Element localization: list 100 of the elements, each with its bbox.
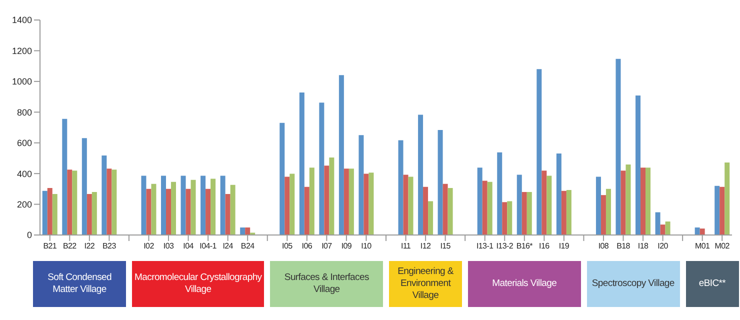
bar — [477, 168, 482, 235]
bar — [665, 221, 670, 235]
x-tick-label: B23 — [102, 242, 117, 251]
bar — [290, 174, 295, 235]
x-tick-label: I08 — [598, 242, 610, 251]
y-tick-label: 0 — [26, 230, 32, 240]
bar — [161, 176, 166, 235]
bar — [442, 184, 448, 235]
bar — [606, 188, 611, 235]
bar — [220, 176, 226, 235]
bar — [348, 168, 354, 235]
bar — [190, 180, 196, 235]
bar — [700, 228, 705, 235]
x-tick-label: M02 — [714, 242, 730, 251]
x-tick-label: I13-2 — [496, 242, 514, 251]
y-tick-label: 200 — [16, 199, 32, 210]
bar — [497, 152, 502, 235]
bar — [556, 153, 562, 235]
x-tick-label: I12 — [420, 242, 432, 251]
x-tick-label: I11 — [400, 242, 412, 251]
y-tick-label: 1000 — [12, 76, 32, 87]
bar — [47, 188, 52, 235]
x-tick-label: B18 — [616, 242, 631, 251]
bar — [141, 176, 146, 235]
x-tick-label: I18 — [638, 242, 649, 251]
x-tick-label: I20 — [658, 242, 669, 251]
bar — [720, 186, 725, 235]
bar — [526, 192, 532, 235]
bar — [62, 118, 68, 235]
bar — [206, 188, 211, 235]
text: eBIC** — [686, 261, 739, 307]
x-tick-label: I06 — [302, 242, 313, 251]
bar — [92, 192, 97, 235]
bar — [151, 184, 156, 235]
x-tick-label: I15 — [440, 242, 452, 251]
text: Materials Village — [468, 261, 581, 307]
x-tick-label: I24 — [222, 242, 234, 251]
bar — [319, 102, 324, 235]
bar — [86, 194, 92, 235]
bar — [600, 195, 606, 235]
bar — [67, 170, 72, 235]
text: Spectroscopy Village — [586, 261, 680, 307]
bar — [502, 202, 508, 235]
bar — [620, 170, 626, 235]
bar — [507, 201, 512, 235]
bar — [106, 168, 112, 235]
bar — [640, 168, 646, 235]
x-tick-label: I04 — [183, 242, 194, 251]
y-tick-label: 800 — [16, 107, 32, 118]
y-tick-label: 600 — [16, 138, 32, 148]
bar — [403, 174, 408, 235]
bar — [112, 170, 117, 235]
y-tick-label: 1400 — [12, 15, 32, 26]
x-tick-label: I02 — [144, 242, 155, 251]
y-tick-label: 400 — [16, 168, 32, 179]
bar — [616, 58, 621, 235]
bar — [72, 170, 78, 235]
bar — [487, 182, 492, 235]
bar — [42, 190, 48, 235]
bar — [694, 227, 700, 235]
bar — [166, 188, 171, 235]
bar — [368, 172, 374, 235]
bar — [448, 188, 453, 235]
bar — [324, 166, 330, 235]
bar — [566, 190, 572, 235]
bar — [626, 164, 631, 235]
bar — [180, 176, 186, 235]
x-tick-label: I03 — [163, 242, 174, 251]
bar — [329, 157, 334, 235]
bar — [714, 186, 720, 235]
bar — [210, 178, 216, 235]
bar — [561, 190, 566, 235]
bar — [245, 227, 250, 235]
text: Soft Condensed Matter Village — [33, 261, 126, 307]
x-tick-label: I16 — [539, 242, 550, 251]
bar — [646, 168, 651, 235]
bar — [660, 224, 666, 235]
bar — [230, 184, 236, 235]
x-tick-label: B22 — [62, 242, 78, 251]
bar — [171, 182, 176, 235]
x-tick-label: I22 — [84, 242, 96, 251]
text: Surfaces & Interfaces Village — [270, 261, 384, 307]
bar — [482, 180, 488, 235]
bar — [428, 201, 434, 235]
bar — [102, 155, 107, 235]
bar — [52, 194, 58, 235]
bar — [522, 192, 527, 235]
bar — [186, 188, 191, 235]
bar — [408, 176, 414, 235]
bar — [240, 227, 246, 235]
bar — [655, 212, 660, 235]
bar — [200, 176, 206, 235]
x-tick-label: I05 — [282, 242, 294, 251]
bar — [423, 186, 428, 235]
x-tick-label: B24 — [240, 242, 256, 251]
bar — [338, 75, 344, 235]
bar — [309, 168, 314, 235]
bar — [546, 176, 552, 235]
bar — [344, 168, 349, 235]
bar — [146, 188, 152, 235]
